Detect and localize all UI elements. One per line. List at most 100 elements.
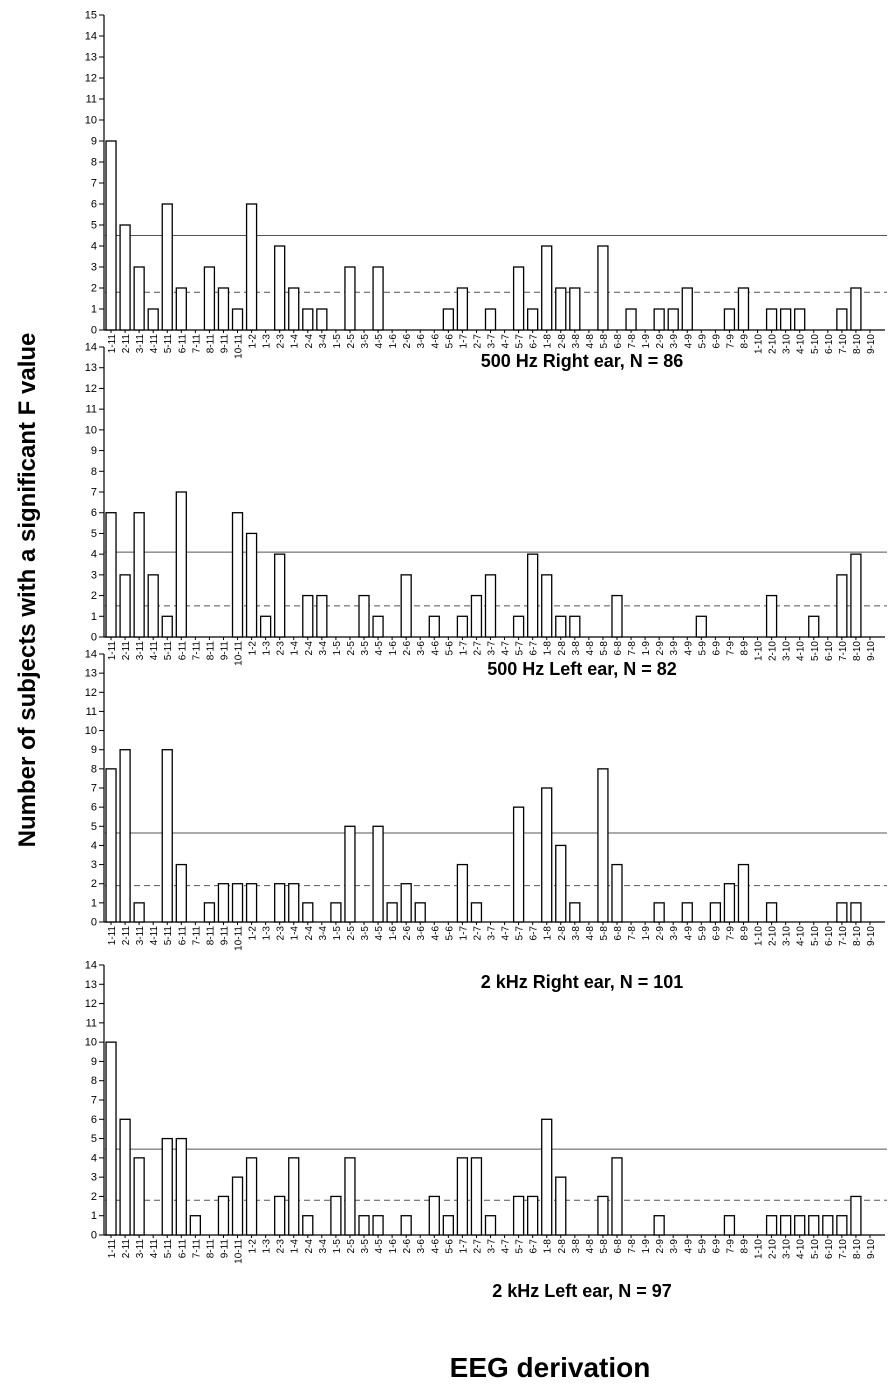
y-tick-label: 6 <box>91 199 97 211</box>
x-tick-label: 5-6 <box>444 1239 455 1254</box>
y-tick-label: 6 <box>91 1114 97 1126</box>
bar <box>161 1137 173 1236</box>
x-tick-label: 6-9 <box>711 926 722 941</box>
x-tick-label: 3-9 <box>669 334 680 349</box>
bar <box>217 287 230 331</box>
x-tick-label: 7-8 <box>627 1239 638 1254</box>
y-tick-label: 9 <box>91 136 97 148</box>
x-tick-label: 7-8 <box>627 334 638 349</box>
bar <box>836 902 848 923</box>
x-tick-label: 8-9 <box>739 334 750 349</box>
bar <box>400 574 412 638</box>
y-tick-label: 8 <box>91 763 97 775</box>
y-tick-label: 10 <box>85 725 97 737</box>
x-tick-label: 5-10 <box>810 1239 821 1259</box>
bar <box>850 902 862 923</box>
y-tick-label: 0 <box>91 1230 97 1242</box>
x-tick-label: 1-8 <box>543 641 554 656</box>
x-tick-label: 4-10 <box>796 1239 807 1259</box>
x-tick-label: 1-7 <box>458 1239 469 1254</box>
bar <box>695 615 707 638</box>
y-tick-label: 11 <box>86 1017 97 1029</box>
panel-title: 2 kHz Right ear, N = 101 <box>481 972 684 992</box>
x-tick-label: 4-5 <box>374 926 385 941</box>
bar <box>161 749 173 923</box>
x-tick-label: 8-10 <box>852 641 863 661</box>
y-tick-label: 8 <box>91 157 97 169</box>
x-tick-label: 6-10 <box>824 334 835 354</box>
bar <box>653 1215 665 1236</box>
x-tick-label: 6-11 <box>177 334 188 354</box>
bar <box>456 863 469 923</box>
y-tick-label: 13 <box>85 668 97 680</box>
x-tick-label: 8-11 <box>205 641 216 661</box>
x-tick-label: 2-6 <box>402 641 413 656</box>
panel-title: 500 Hz Right ear, N = 86 <box>481 351 684 371</box>
bar <box>512 615 525 638</box>
y-tick-label: 6 <box>91 507 97 519</box>
x-tick-label: 6-8 <box>613 334 624 349</box>
bar <box>203 902 216 923</box>
x-tick-label: 6-11 <box>177 641 188 661</box>
x-tick-label: 9-10 <box>866 334 877 354</box>
x-tick-label: 1-6 <box>388 1239 399 1254</box>
bar <box>484 1215 497 1236</box>
bar <box>794 308 806 331</box>
y-tick-label: 1 <box>91 611 97 623</box>
y-tick-label: 14 <box>85 960 97 972</box>
y-tick-label: 8 <box>91 466 97 478</box>
x-tick-label: 2-7 <box>472 334 483 349</box>
x-tick-label: 3-9 <box>669 641 680 656</box>
x-tick-label: 1-4 <box>290 334 301 349</box>
y-tick-label: 12 <box>85 73 97 85</box>
bar <box>470 902 483 923</box>
x-tick-label: 2-9 <box>655 641 666 656</box>
x-tick-label: 7-10 <box>838 1239 849 1259</box>
bar <box>316 594 328 638</box>
bar <box>442 1215 454 1236</box>
y-tick-label: 2 <box>91 1191 97 1203</box>
x-tick-label: 8-11 <box>205 1239 216 1259</box>
y-tick-label: 9 <box>91 1056 97 1068</box>
x-tick-label: 7-10 <box>838 641 849 661</box>
bar <box>597 245 609 331</box>
bar <box>653 308 665 331</box>
bar <box>765 594 778 638</box>
bar <box>274 883 286 923</box>
bar <box>231 1176 244 1236</box>
x-tick-label: 6-11 <box>177 926 188 946</box>
x-tick-label: 3-4 <box>318 334 329 349</box>
bar <box>456 615 469 638</box>
x-tick-label: 10-11 <box>234 926 245 951</box>
x-tick-label: 4-8 <box>585 926 596 941</box>
x-tick-label: 3-10 <box>782 1239 793 1259</box>
bar <box>569 287 581 331</box>
x-axis-label: EEG derivation <box>449 1352 651 1383</box>
y-tick-label: 12 <box>85 998 97 1010</box>
x-tick-label: 4-5 <box>374 334 385 349</box>
bar <box>653 902 665 923</box>
bar <box>428 1195 440 1236</box>
bar <box>231 308 244 331</box>
x-tick-label: 1-7 <box>458 926 469 941</box>
bar <box>302 902 314 923</box>
x-tick-label: 1-10 <box>754 334 765 354</box>
y-tick-label: 14 <box>85 649 97 661</box>
bar <box>105 1041 117 1236</box>
bar <box>850 1195 862 1236</box>
x-tick-label: 8-11 <box>205 926 216 946</box>
bar <box>541 1118 553 1236</box>
x-tick-label: 6-8 <box>613 641 624 656</box>
bar <box>119 224 131 331</box>
y-tick-label: 13 <box>85 979 97 991</box>
x-tick-label: 6-10 <box>824 1239 835 1259</box>
x-tick-label: 6-10 <box>824 641 835 661</box>
bar <box>344 825 356 923</box>
x-tick-label: 3-5 <box>360 1239 371 1254</box>
x-tick-label: 6-9 <box>711 1239 722 1254</box>
x-tick-label: 2-11 <box>121 334 132 354</box>
x-tick-label: 2-4 <box>304 641 315 656</box>
x-tick-label: 3-5 <box>360 926 371 941</box>
bar <box>259 615 272 638</box>
x-tick-label: 5-10 <box>810 641 821 661</box>
